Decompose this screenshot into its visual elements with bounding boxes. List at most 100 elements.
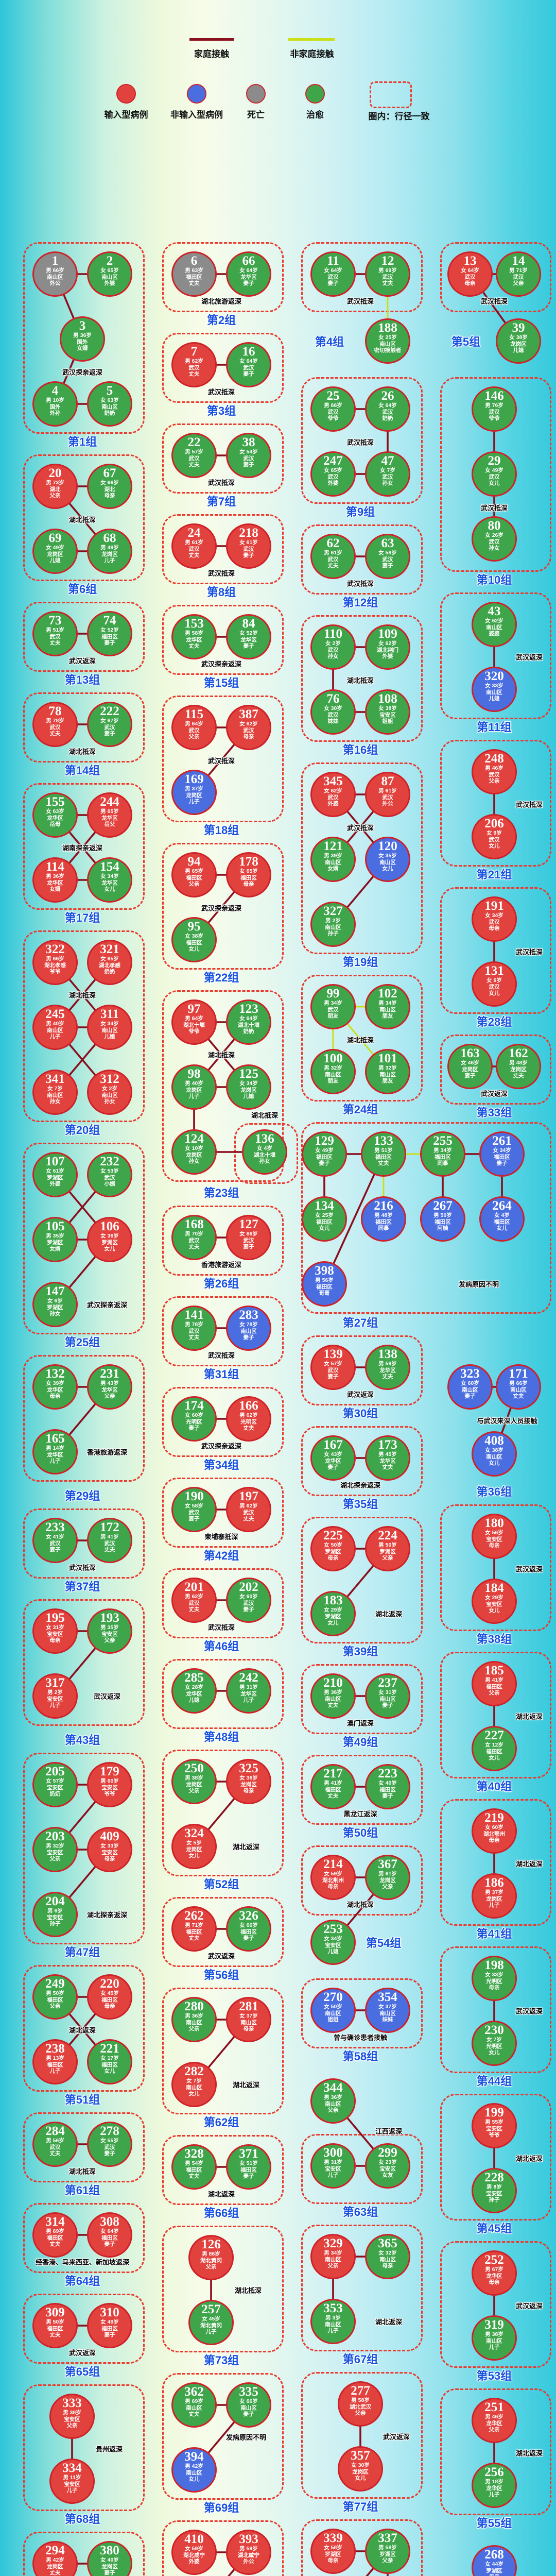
case-gender-age: 女 31岁 (46, 1624, 64, 1631)
case-relation: 丈夫 (49, 2241, 61, 2247)
case-number: 146 (484, 389, 504, 403)
case-place: 龙岗区 (240, 1781, 257, 1788)
case-gender-age: 男 86岁 (202, 2251, 220, 2257)
case-place: 武汉 (188, 1237, 200, 1244)
case-place: 龙岗区 (186, 792, 202, 799)
case-place: 武汉 (104, 1174, 115, 1181)
case-number: 214 (323, 1857, 343, 1871)
case-gender-age: 女 25岁 (378, 334, 397, 341)
case-place: 武汉 (382, 794, 393, 801)
case-number: 108 (378, 692, 397, 706)
case-place: 宝安区 (379, 711, 396, 718)
same-route-label: 圈内：行径一致 (368, 111, 430, 122)
case-node: 261 女 34岁 福田区 妻子 (479, 1131, 525, 1177)
case-number: 110 (323, 627, 343, 641)
case-place: 武汉 (382, 274, 393, 280)
case-relation: 女儿 (382, 866, 393, 872)
case-node: 195 女 31岁 宝安区 母亲 (32, 1608, 78, 1654)
case-number: 249 (45, 1977, 65, 1991)
case-number: 252 (484, 2253, 504, 2267)
case-gender-age: 男 34岁 (324, 2250, 342, 2256)
route-label: 湖北返深 (515, 2155, 543, 2163)
group-label: 第20组 (64, 1124, 100, 1137)
case-number: 310 (100, 2306, 119, 2319)
case-relation: 儿子 (49, 1033, 61, 1040)
case-place: 福田区 (435, 1154, 451, 1160)
case-place: 南山区 (101, 274, 118, 280)
case-gender-age: 女 65岁 (100, 267, 119, 274)
case-relation: 孙女 (259, 1158, 270, 1164)
case-relation: 妻子 (104, 731, 115, 737)
case-node: 141 男 78岁 武汉 丈夫 (171, 1306, 217, 1351)
case-relation: 女儿 (104, 886, 115, 892)
case-place: 湖北孝感 (44, 962, 66, 969)
case-number: 299 (378, 2146, 397, 2160)
group-label: 第31组 (203, 1368, 239, 1381)
case-gender-age: 女 34岁 (324, 1936, 342, 1942)
case-node: 371 女 51岁 福田区 妻子 (226, 2144, 271, 2190)
case-node: 294 男 42岁 龙岗区 丈夫 (32, 2541, 78, 2576)
case-place: 南山区 (186, 2469, 202, 2476)
case-relation: 父亲 (489, 2427, 500, 2433)
case-place: 湖北荆门 (377, 647, 398, 653)
case-node: 221 女 17岁 福田区 女儿 (87, 2039, 132, 2084)
route-label: 湖北抵深 (68, 991, 96, 999)
case-gender-age: 女 5岁 (186, 1840, 202, 1846)
case-gender-age: 男 35岁 (100, 1624, 119, 1631)
case-number: 221 (100, 2042, 119, 2056)
case-relation: 儿子 (489, 2344, 500, 2350)
case-place: 国外 (49, 403, 61, 410)
case-place: 宝安区 (47, 1914, 63, 1921)
case-number: 220 (100, 1977, 119, 1991)
case-relation: 奶奶 (104, 969, 115, 975)
case-relation: 女儿 (489, 1755, 500, 1761)
case-relation: 儿子 (205, 2329, 217, 2335)
group-label: 第28组 (476, 1015, 512, 1028)
route-label: 武汉返深 (68, 657, 96, 665)
case-number: 285 (184, 1671, 204, 1685)
group-box (23, 242, 145, 434)
case-gender-age: 女 64岁 (239, 358, 258, 364)
case-gender-age: 女 33岁 (485, 683, 503, 689)
group-box (162, 1478, 284, 1548)
case-gender-age: 女 2岁 (325, 640, 341, 647)
case-number: 202 (239, 1580, 258, 1594)
case-gender-age: 男 32岁 (324, 1065, 342, 1071)
case-relation: 姐姐 (382, 718, 393, 724)
group-box (23, 2203, 145, 2273)
case-node: 323 女 60岁 南山区 妻子 (447, 1364, 493, 1410)
case-relation: 母亲 (327, 1555, 339, 1561)
case-number: 141 (184, 1308, 204, 1322)
case-node: 253 女 34岁 宝安区 儿媳 (310, 1920, 356, 1965)
case-relation: 女儿 (327, 1620, 339, 1626)
group-label: 第33组 (476, 1106, 512, 1119)
case-place: 龙岗区 (186, 1087, 202, 1093)
family-contact-link (193, 1021, 250, 1088)
case-relation: 女儿 (489, 1460, 500, 1466)
case-gender-age: 女 38岁 (485, 1447, 503, 1453)
case-number: 12 (381, 254, 394, 268)
group-label: 第8组 (206, 586, 236, 599)
case-gender-age: 女 7岁 (486, 2037, 502, 2043)
case-relation: 丈夫 (513, 1073, 524, 1079)
case-gender-age: 男 37岁 (485, 1889, 503, 1895)
case-node: 393 男 59岁 湖北咸宁 外公 (226, 2530, 271, 2575)
route-label: 武汉探亲返深 (201, 1442, 242, 1450)
case-place: 南山区 (325, 924, 341, 930)
case-gender-age: 男 6岁 (47, 1908, 63, 1914)
case-relation: 妻子 (243, 1935, 254, 1941)
case-node: 410 女 59岁 湖北咸宁 外婆 (171, 2530, 217, 2575)
case-place: 湖北孝感 (99, 962, 120, 969)
case-number: 129 (315, 1134, 334, 1148)
family-contact-link (193, 2019, 250, 2086)
case-place: 南山区 (486, 1453, 502, 1460)
case-node: 29 女 49岁 武汉 女儿 (472, 451, 517, 497)
case-place: 武汉 (104, 1540, 115, 1547)
case-relation: 父亲 (205, 2264, 217, 2270)
group-label: 第3组 (206, 404, 236, 417)
route-label: 湖南探亲返深 (62, 844, 103, 852)
case-relation: 丈夫 (49, 640, 61, 646)
case-node: 362 男 69岁 南山区 丈夫 (171, 2382, 217, 2428)
case-place: 南山区 (240, 1328, 257, 1334)
